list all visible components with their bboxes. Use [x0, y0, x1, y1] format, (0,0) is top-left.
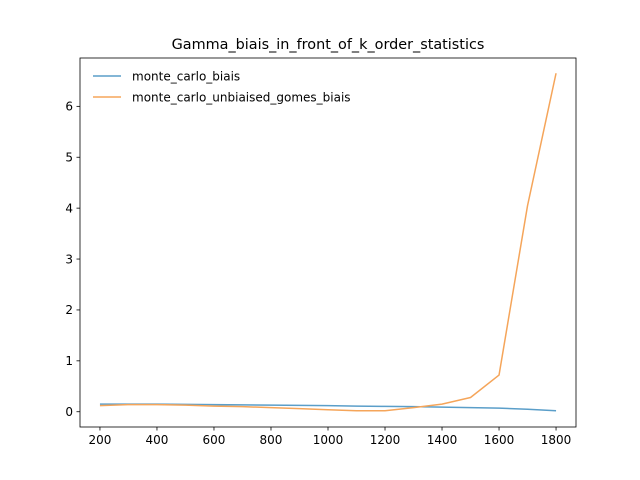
x-tick-label: 200 — [89, 433, 112, 447]
x-tick-label: 1600 — [484, 433, 515, 447]
y-tick-label: 1 — [65, 354, 73, 368]
y-tick-label: 3 — [65, 252, 73, 266]
x-tick-label: 1800 — [541, 433, 572, 447]
x-tick-label: 1400 — [427, 433, 458, 447]
legend-label-2: monte_carlo_unbiaised_gomes_biais — [132, 90, 351, 104]
x-tick-label: 1200 — [370, 433, 401, 447]
legend-label-1: monte_carlo_biais — [132, 69, 240, 83]
series-line-2 — [99, 73, 557, 412]
y-tick-label: 2 — [65, 303, 73, 317]
chart-title: Gamma_biais_in_front_of_k_order_statisti… — [172, 37, 485, 53]
x-tick-label: 1000 — [313, 433, 344, 447]
y-tick-label: 5 — [65, 151, 73, 165]
y-tick-label: 6 — [65, 100, 73, 114]
y-tick-label: 0 — [65, 405, 73, 419]
x-tick-label: 600 — [203, 433, 226, 447]
y-tick-label: 4 — [65, 201, 73, 215]
plot-area: 200 400 600 800 1000 1200 1400 1600 1800 0 1 2 3 4 5 6 m… — [65, 57, 577, 447]
x-tick-label: 800 — [260, 433, 283, 447]
x-tick-label: 400 — [146, 433, 169, 447]
